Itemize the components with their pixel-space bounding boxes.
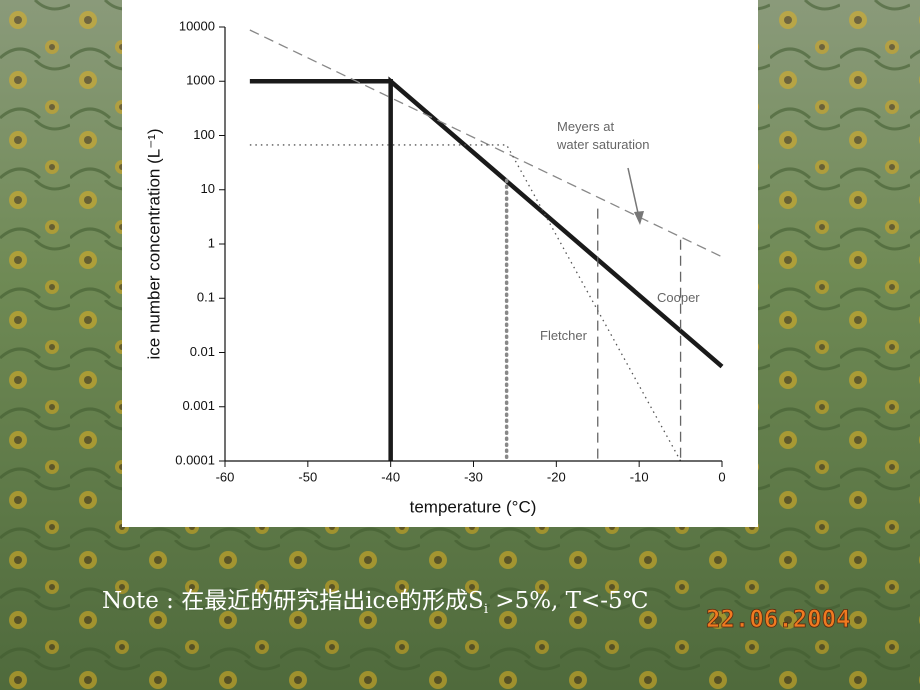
- note-sub: i: [484, 602, 488, 617]
- y-axis-label: ice number concentration (L⁻¹): [144, 128, 163, 359]
- x-axis-label: temperature (°C): [410, 497, 537, 516]
- annotation: water saturation: [556, 137, 650, 152]
- y-tick-label: 0.001: [182, 398, 215, 413]
- y-tick-label: 10000: [179, 18, 215, 33]
- x-tick-label: -60: [216, 469, 235, 484]
- y-tick-label: 10: [201, 181, 215, 196]
- annotation: Meyers at: [557, 119, 614, 134]
- annotation: Fletcher: [540, 328, 588, 343]
- y-tick-label: 100: [193, 127, 215, 142]
- note-text: Note : 在最近的研究指出ice的形成S: [102, 588, 484, 614]
- y-tick-label: 0.0001: [175, 452, 215, 467]
- y-tick-label: 1000: [186, 73, 215, 88]
- x-tick-label: -10: [630, 469, 649, 484]
- x-tick-label: -50: [298, 469, 317, 484]
- x-tick-label: -20: [547, 469, 566, 484]
- y-tick-label: 0.01: [190, 344, 215, 359]
- annotation: Cooper: [657, 290, 700, 305]
- note-rest: >5%, T<-5℃: [488, 588, 648, 614]
- series-line: [249, 29, 723, 258]
- y-tick-label: 1: [208, 235, 215, 250]
- x-tick-label: 0: [718, 469, 725, 484]
- chart-panel: [122, 0, 758, 527]
- x-tick-label: -40: [381, 469, 400, 484]
- annotation-arrowhead: [634, 211, 644, 225]
- x-tick-label: -30: [464, 469, 483, 484]
- date-stamp: 22.06.2004: [706, 605, 851, 633]
- plot: [249, 29, 724, 463]
- y-tick-label: 0.1: [197, 290, 215, 305]
- series-line: [249, 76, 724, 461]
- note: Note : 在最近的研究指出ice的形成Si >5%, T<-5℃: [102, 588, 648, 617]
